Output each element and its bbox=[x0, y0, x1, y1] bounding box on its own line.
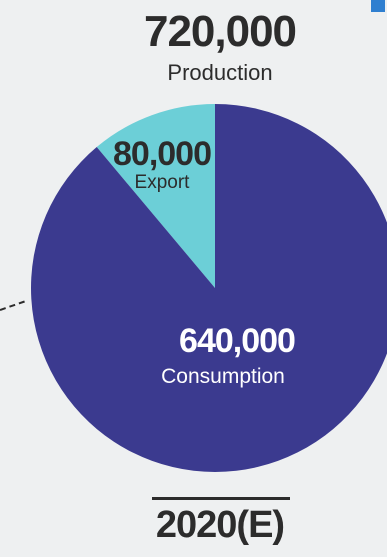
year-label: 2020(E) bbox=[155, 504, 285, 546]
slice-value-export: 80,000 bbox=[113, 135, 211, 173]
slice-label-export: Export bbox=[135, 172, 191, 193]
pie-slice-consumption bbox=[31, 104, 387, 472]
pie-slice-export bbox=[96, 104, 215, 288]
total-production-value: 720,000 bbox=[143, 7, 297, 56]
accent-bar bbox=[371, 0, 385, 12]
total-production-label: Production bbox=[167, 60, 273, 85]
leader-line bbox=[0, 300, 27, 311]
slice-value-consumption: 640,000 bbox=[179, 322, 295, 360]
slice-label-consumption: Consumption bbox=[161, 365, 285, 388]
year-rule bbox=[152, 497, 290, 500]
